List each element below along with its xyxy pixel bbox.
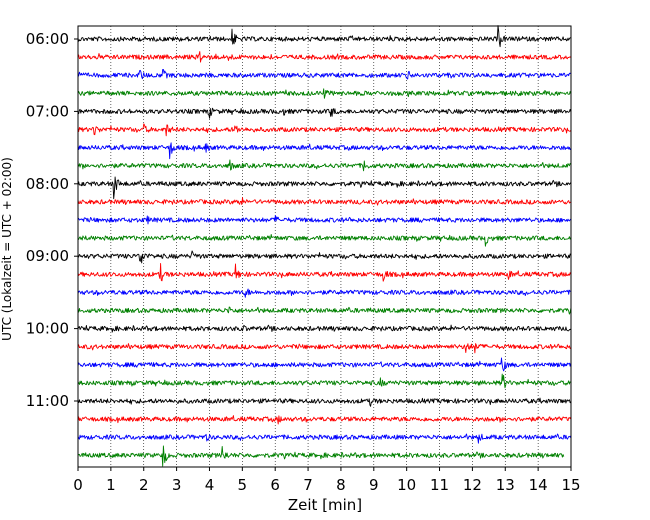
trace-1130 xyxy=(77,433,572,444)
trace-0600 xyxy=(77,25,571,48)
trace-0945 xyxy=(77,306,572,315)
trace-0815 xyxy=(77,197,571,206)
trace-1045 xyxy=(77,373,571,389)
trace-1100 xyxy=(77,397,572,407)
trace-0845 xyxy=(77,234,572,247)
x-tick-label: 9 xyxy=(369,476,379,494)
x-tick-label: 4 xyxy=(205,476,215,494)
x-tick-label: 7 xyxy=(303,476,313,494)
y-axis-ticks: 06:00 07:00 08:00 09:00 10:00 11:00 xyxy=(26,30,78,410)
x-tick-label: 8 xyxy=(336,476,346,494)
trace-0645 xyxy=(77,88,572,99)
trace-1145 xyxy=(77,445,565,467)
x-tick-label: 14 xyxy=(529,476,548,494)
y-tick-label: 06:00 xyxy=(26,30,69,48)
trace-0630 xyxy=(77,68,572,80)
trace-0930 xyxy=(77,288,571,298)
x-axis-ticks: 0 1 2 3 4 5 6 7 8 9 10 11 12 13 14 15 xyxy=(73,467,581,494)
plot-frame xyxy=(77,25,572,468)
x-tick-label: 11 xyxy=(430,476,449,494)
x-tick-label: 0 xyxy=(73,476,83,494)
trace-0900 xyxy=(77,250,572,264)
trace-1030 xyxy=(77,357,572,372)
x-tick-label: 15 xyxy=(561,476,580,494)
trace-0700 xyxy=(77,107,572,119)
x-tick-label: 5 xyxy=(238,476,248,494)
x-tick-label: 1 xyxy=(106,476,116,494)
trace-1115 xyxy=(77,415,572,425)
y-tick-label: 10:00 xyxy=(26,320,69,338)
y-tick-label: 07:00 xyxy=(26,102,69,120)
x-tick-label: 13 xyxy=(496,476,515,494)
seismic-traces xyxy=(77,25,572,467)
x-tick-label: 6 xyxy=(270,476,280,494)
x-tick-label: 3 xyxy=(172,476,182,494)
trace-0915 xyxy=(77,263,572,282)
trace-0730 xyxy=(77,142,572,160)
y-tick-label: 08:00 xyxy=(26,175,69,193)
trace-0615 xyxy=(77,51,572,63)
x-axis-label: Zeit [min] xyxy=(288,496,362,514)
trace-1015 xyxy=(77,343,571,354)
y-tick-label: 11:00 xyxy=(26,392,69,410)
y-tick-label: 09:00 xyxy=(26,247,69,265)
trace-0715 xyxy=(77,123,572,137)
trace-0800 xyxy=(77,176,572,200)
trace-0830 xyxy=(77,214,572,225)
x-tick-label: 12 xyxy=(463,476,482,494)
trace-0745 xyxy=(77,159,572,172)
x-tick-label: 2 xyxy=(139,476,149,494)
y-axis-label: UTC (Lokalzeit = UTC + 02:00) xyxy=(0,157,14,341)
trace-1000 xyxy=(77,324,572,333)
x-tick-label: 10 xyxy=(397,476,416,494)
